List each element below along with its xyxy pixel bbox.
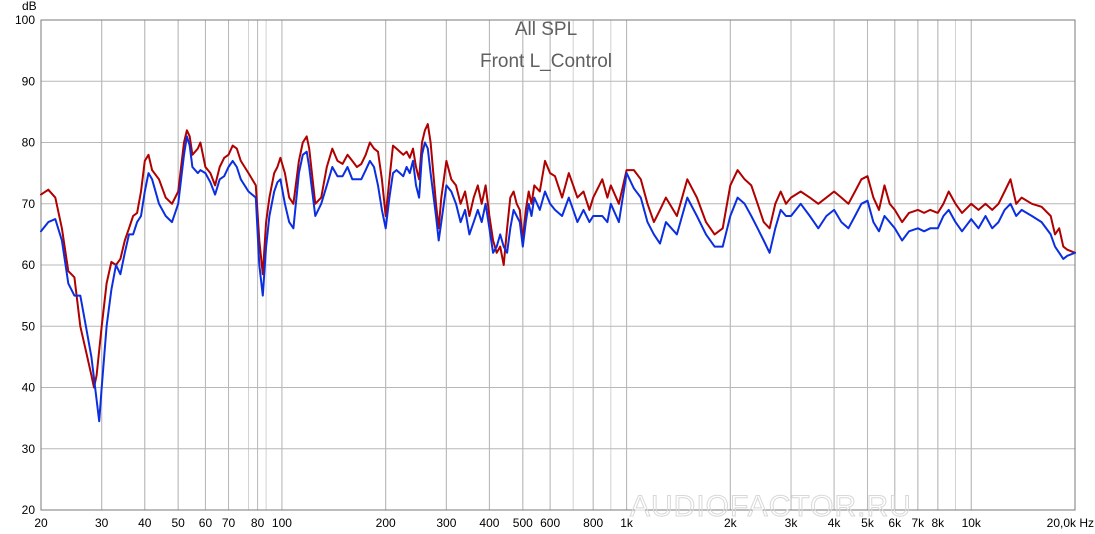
chart-subtitle: Front L_Control — [480, 51, 612, 72]
x-tick-label: 6k — [888, 516, 902, 530]
series-layer — [40, 123, 1076, 423]
grid-layer — [41, 19, 1075, 511]
x-tick-label: 7k — [912, 516, 926, 530]
y-tick-label: 40 — [22, 381, 36, 395]
x-tick-label: 20 — [34, 516, 48, 530]
x-tick-labels: 20 30 40 50 60 70 80 100 200 300 400 500 600 800 1k 2k 3… — [34, 516, 1094, 530]
x-tick-label: 600 — [540, 516, 560, 530]
x-tick-label: 100 — [272, 516, 292, 530]
x-tick-label: 60 — [199, 516, 213, 530]
plot-frame — [40, 19, 1076, 511]
x-tick-label: 200 — [376, 516, 396, 530]
x-tick-label: 50 — [171, 516, 185, 530]
y-tick-label: 60 — [22, 258, 36, 272]
y-tick-labels: 20 30 40 50 60 70 80 90 100 — [15, 13, 35, 517]
x-tick-label: 5k — [861, 516, 875, 530]
x-tick-label: 300 — [436, 516, 456, 530]
x-tick-label: 70 — [222, 516, 236, 530]
y-tick-label: 70 — [22, 197, 36, 211]
x-tick-label: 3k — [785, 516, 799, 530]
x-tick-label: 1k — [620, 516, 634, 530]
x-tick-label: 40 — [138, 516, 152, 530]
x-tick-label: 800 — [583, 516, 603, 530]
watermark: AUDIOFACTOR.RU — [630, 490, 912, 523]
x-tick-label: 4k — [828, 516, 842, 530]
x-tick-label: 80 — [251, 516, 265, 530]
x-tick-label: 20,0k Hz — [1047, 516, 1094, 530]
x-tick-label: 500 — [513, 516, 533, 530]
y-tick-label: 80 — [22, 136, 36, 150]
x-tick-label: 8k — [931, 516, 945, 530]
chart-title: All SPL — [515, 19, 577, 40]
series-line-2 — [40, 135, 1076, 423]
x-tick-label: 400 — [479, 516, 499, 530]
x-tick-label: 2k — [724, 516, 738, 530]
x-tick-label: 30 — [95, 516, 109, 530]
y-tick-label: 50 — [22, 319, 36, 333]
y-tick-label: 90 — [22, 74, 36, 88]
y-axis-unit: dB — [22, 0, 37, 13]
y-tick-label: 30 — [22, 442, 36, 456]
y-tick-label: 100 — [15, 13, 35, 27]
series-line-1 — [40, 123, 1076, 389]
y-tick-label: 20 — [22, 503, 36, 517]
x-tick-label: 10k — [962, 516, 982, 530]
